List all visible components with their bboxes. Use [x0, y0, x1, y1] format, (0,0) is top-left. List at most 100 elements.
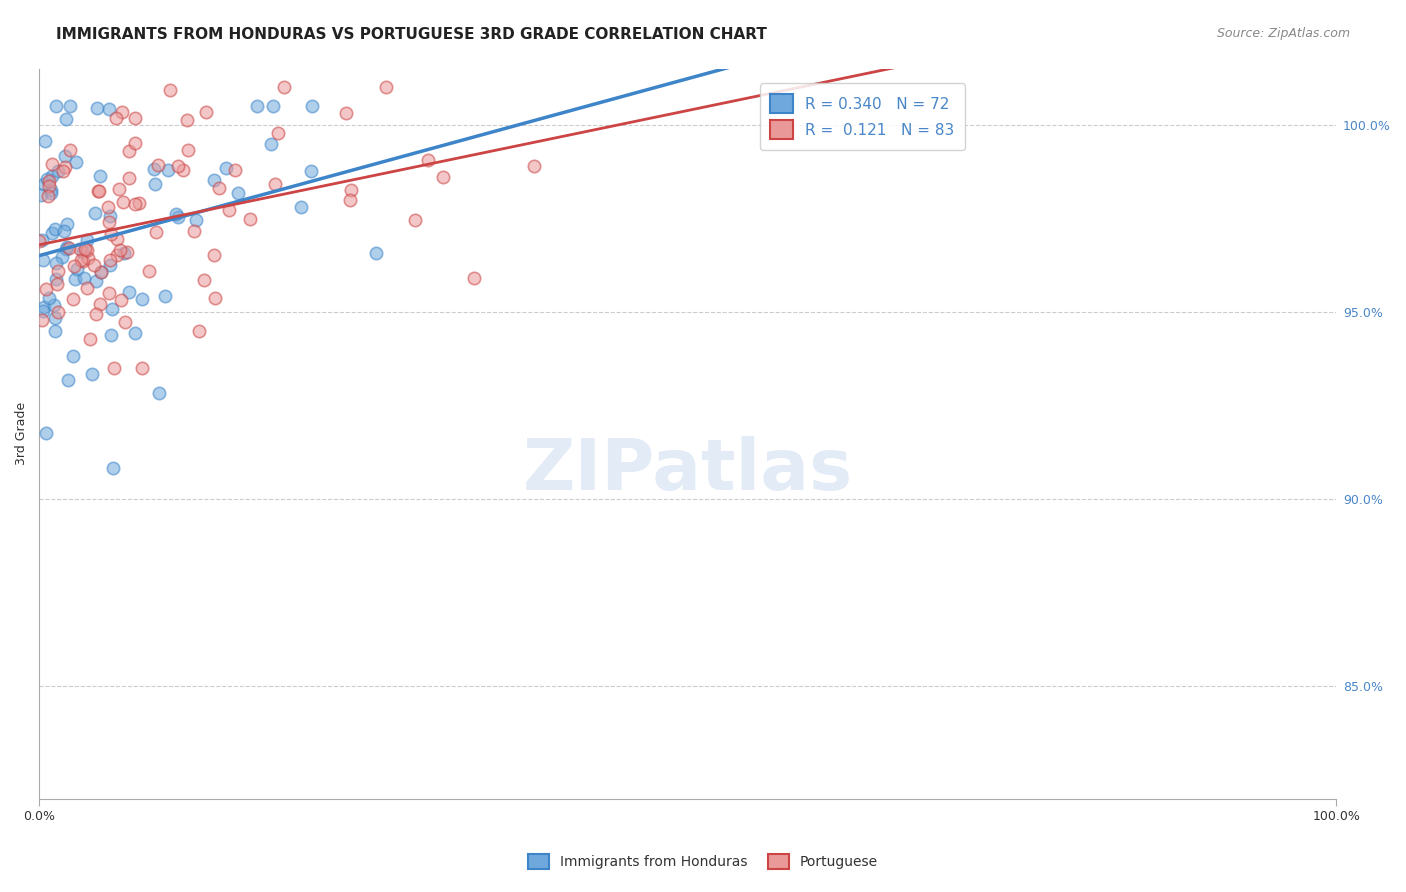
Point [105, 111, 128, 125]
Point [86, 101, 108, 115]
Point [82, 368, 104, 382]
Point [97, 200, 120, 214]
Point [131, 361, 153, 376]
Point [56, 373, 79, 387]
Point [97, 215, 120, 229]
Point [84, 307, 107, 321]
Point [62, 292, 84, 306]
Point [79, 332, 101, 346]
Point [45, 272, 67, 286]
Point [89, 169, 111, 184]
Point [177, 143, 200, 157]
Point [101, 301, 124, 316]
Point [156, 162, 179, 177]
Point [404, 213, 426, 227]
Point [155, 289, 177, 303]
Point [262, 99, 284, 113]
Point [70, 252, 93, 267]
Point [124, 326, 146, 341]
Point [202, 173, 225, 187]
Point [159, 83, 181, 97]
Point [100, 328, 122, 343]
Point [65, 154, 87, 169]
Point [59, 144, 82, 158]
Point [340, 183, 363, 197]
Point [66, 261, 89, 276]
Point [105, 248, 128, 262]
Point [31, 313, 53, 327]
Point [118, 144, 141, 158]
Point [76, 243, 98, 257]
Point [84, 274, 107, 288]
Point [31, 233, 53, 247]
Point [63, 272, 86, 286]
Point [59, 99, 82, 113]
Point [110, 293, 132, 307]
Point [208, 181, 231, 195]
Point [143, 161, 166, 176]
Point [55, 242, 77, 256]
Point [124, 136, 146, 150]
Point [224, 163, 246, 178]
Point [128, 195, 150, 210]
Point [143, 178, 166, 192]
Point [339, 193, 361, 207]
Point [172, 162, 194, 177]
Point [37, 171, 59, 186]
Point [215, 161, 238, 175]
Point [76, 233, 98, 247]
Point [52, 224, 75, 238]
Point [34, 134, 56, 148]
Point [39, 186, 62, 200]
Point [87, 184, 110, 198]
Point [167, 210, 190, 224]
Point [103, 361, 125, 376]
Point [111, 105, 134, 120]
Point [98, 259, 121, 273]
Point [264, 177, 287, 191]
Point [523, 159, 546, 173]
Point [89, 297, 111, 311]
Point [52, 163, 75, 178]
Point [463, 271, 485, 285]
Point [124, 197, 146, 211]
Point [84, 206, 107, 220]
Point [202, 248, 225, 262]
Point [45, 255, 67, 269]
Point [188, 324, 211, 338]
Text: ZIPatlas: ZIPatlas [523, 435, 852, 505]
Point [176, 113, 198, 128]
Point [35, 282, 58, 296]
Point [62, 349, 84, 363]
Point [167, 159, 190, 173]
Point [56, 240, 79, 254]
Point [72, 253, 94, 268]
Point [32, 301, 55, 315]
Point [44, 222, 66, 236]
Point [193, 273, 215, 287]
Point [42, 298, 65, 312]
Point [114, 315, 136, 329]
Point [53, 149, 76, 163]
Point [273, 80, 295, 95]
Point [44, 310, 66, 325]
Legend: Immigrants from Honduras, Portuguese: Immigrants from Honduras, Portuguese [520, 847, 886, 876]
Point [124, 111, 146, 125]
Point [97, 286, 120, 301]
Point [112, 195, 135, 210]
Point [51, 250, 73, 264]
Point [246, 99, 269, 113]
Point [38, 178, 60, 193]
Point [77, 251, 100, 265]
Point [46, 305, 69, 319]
Point [72, 245, 94, 260]
Point [259, 136, 281, 151]
Point [28, 235, 51, 249]
Point [183, 224, 205, 238]
Text: Source: ZipAtlas.com: Source: ZipAtlas.com [1216, 27, 1350, 40]
Point [90, 265, 112, 279]
Point [63, 259, 86, 273]
Point [58, 241, 80, 255]
Point [165, 207, 187, 221]
Point [41, 226, 63, 240]
